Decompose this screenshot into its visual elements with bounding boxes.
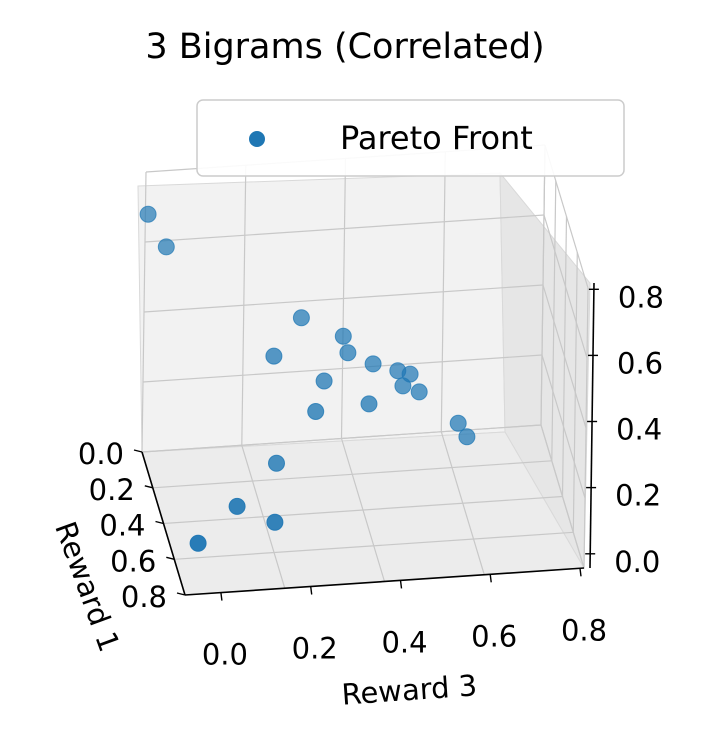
data-point	[339, 344, 357, 362]
tick-labels: 0.00.20.40.60.80.0 0.2 0.4 0.6 0.80.00.20.40…	[78, 280, 664, 671]
data-point	[292, 309, 310, 327]
x-tick-label: 0.6	[110, 544, 156, 578]
data-point	[307, 403, 325, 420]
y-tick-mark	[220, 592, 223, 601]
z-tick-label: 0.4	[616, 413, 662, 447]
y-tick-label: 0.4	[381, 625, 427, 659]
data-point	[410, 383, 428, 401]
data-point	[364, 355, 382, 373]
z-tick-label: 0.8	[618, 280, 664, 314]
side-gridline-z	[543, 214, 588, 359]
floor-gridline-y	[340, 438, 386, 582]
gridlines	[141, 144, 589, 596]
x-tick-label: 0.2	[89, 473, 135, 507]
side-gridline-z	[542, 284, 587, 429]
data-point	[265, 347, 283, 365]
back-gridline-z	[144, 214, 545, 243]
y-tick-label: 0.8	[561, 613, 607, 647]
back-gridline-y	[540, 144, 546, 426]
data-point	[228, 497, 246, 515]
x-tick-label: 0.8	[121, 580, 167, 614]
z-axis-line	[589, 282, 595, 569]
data-point	[360, 395, 378, 413]
y-axis-label: Reward 3	[340, 668, 478, 711]
y-tick-label: 0.6	[471, 619, 517, 653]
y-tick-mark	[399, 580, 403, 589]
legend-label: Pareto Front	[340, 119, 533, 157]
back-gridline-z	[143, 284, 544, 313]
x-tick-mark	[155, 520, 164, 525]
data-point	[189, 534, 207, 552]
y-axis-line	[184, 567, 585, 596]
data-point	[268, 454, 285, 472]
floor-pane	[141, 431, 585, 596]
y-tick-label: 0.2	[292, 632, 338, 666]
data-point	[266, 513, 284, 531]
floor-gridline-x	[174, 531, 574, 560]
z-tick-label: 0.2	[615, 479, 661, 513]
data-points	[139, 205, 476, 552]
back-gridline-y	[440, 151, 446, 432]
data-point	[157, 238, 175, 256]
panes	[137, 171, 591, 596]
data-point	[394, 377, 412, 395]
z-tick-label: 0.6	[617, 346, 663, 380]
side-gridline-x	[572, 252, 578, 533]
data-point	[449, 414, 467, 432]
x-tick-mark	[166, 556, 175, 560]
y-tick-mark	[489, 574, 492, 583]
data-point	[139, 205, 157, 223]
z-tick-label: 0.0	[614, 545, 660, 579]
x-tick-mark	[133, 449, 143, 453]
data-point	[458, 428, 476, 446]
side-gridline-x	[583, 287, 589, 569]
floor-gridline-y	[440, 431, 485, 575]
x-tick-mark	[144, 485, 153, 489]
floor-gridline-y	[540, 424, 585, 569]
x-tick-label: 0.0	[78, 437, 124, 471]
data-point	[315, 372, 333, 390]
chart-title: 3 Bigrams (Correlated)	[145, 27, 544, 67]
y-tick-label: 0.0	[202, 638, 248, 672]
legend-box	[196, 99, 625, 177]
y-tick-mark	[579, 568, 582, 577]
x-tick-label: 0.4	[99, 509, 145, 543]
data-point	[334, 327, 352, 345]
legend: Pareto Front	[196, 99, 625, 177]
axes	[133, 282, 599, 601]
x-tick-mark	[176, 592, 186, 596]
y-tick-mark	[310, 586, 313, 595]
legend-marker	[249, 131, 265, 147]
